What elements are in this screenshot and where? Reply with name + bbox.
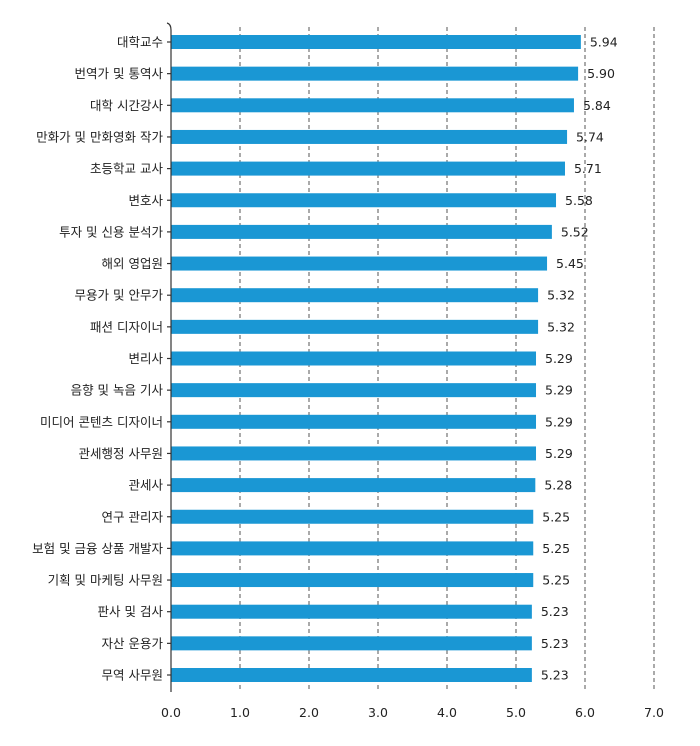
bar	[171, 636, 532, 651]
x-tick-label: 6.0	[575, 705, 595, 720]
category-label: 만화가 및 만화영화 작가	[36, 129, 163, 144]
bar	[171, 98, 574, 113]
bar	[171, 319, 539, 334]
value-label: 5.52	[561, 224, 589, 239]
category-label: 기획 및 마케팅 사무원	[48, 573, 163, 588]
x-tick-label: 5.0	[506, 705, 526, 720]
labels: 0.0 1.0 2.0 3.0 4.0 5.0 6.0 7.0 대학교수 5.94 번역가 및 통역…	[32, 35, 664, 721]
category-label: 미디어 콘텐츠 디자이너	[40, 414, 163, 429]
category-label: 보험 및 금융 상품 개발자	[32, 541, 163, 556]
value-label: 5.90	[587, 66, 615, 81]
category-label: 무역 사무원	[102, 668, 163, 683]
y-axis-line	[166, 22, 172, 692]
value-label: 5.29	[545, 446, 573, 461]
bar	[171, 351, 537, 366]
bar	[171, 541, 534, 556]
category-label: 해외 영업원	[102, 256, 163, 271]
category-label: 자산 운용가	[102, 636, 164, 651]
value-label: 5.74	[576, 129, 604, 144]
category-label: 음향 및 녹음 기사	[71, 383, 164, 398]
value-label: 5.25	[542, 509, 570, 524]
category-label: 패션 디자이너	[90, 319, 163, 334]
category-label: 대학교수	[117, 35, 163, 50]
bar	[171, 604, 532, 619]
value-label: 5.58	[565, 193, 593, 208]
category-label: 판사 및 검사	[98, 604, 164, 619]
bars	[171, 35, 581, 682]
value-label: 5.28	[544, 478, 572, 493]
category-label: 투자 및 신용 분석가	[59, 224, 163, 239]
bar	[171, 446, 537, 461]
value-label: 5.84	[583, 98, 611, 113]
value-label: 5.29	[545, 414, 573, 429]
category-label: 무용가 및 안무가	[75, 288, 164, 303]
value-label: 5.25	[542, 573, 570, 588]
bar	[171, 224, 552, 239]
value-label: 5.32	[547, 288, 575, 303]
bar	[171, 668, 532, 682]
x-tick-label: 3.0	[368, 705, 388, 720]
category-label: 번역가 및 통역사	[75, 66, 164, 81]
bar	[171, 573, 534, 588]
bar	[171, 66, 579, 81]
category-label: 변호사	[128, 193, 163, 208]
bar	[171, 478, 536, 493]
value-label: 5.23	[541, 668, 569, 683]
bar	[171, 193, 557, 208]
value-label: 5.71	[574, 161, 602, 176]
category-label: 변리사	[128, 351, 163, 366]
category-label: 관세사	[128, 478, 163, 493]
x-tick-label: 7.0	[644, 705, 664, 720]
x-tick-label: 4.0	[437, 705, 457, 720]
bar	[171, 509, 534, 524]
value-label: 5.23	[541, 636, 569, 651]
value-label: 5.23	[541, 604, 569, 619]
value-label: 5.94	[590, 35, 618, 50]
value-label: 5.45	[556, 256, 584, 271]
bar	[171, 414, 537, 429]
bar	[171, 256, 548, 271]
y-axis	[166, 22, 172, 692]
x-tick-label: 1.0	[230, 705, 250, 720]
value-label: 5.25	[542, 541, 570, 556]
bar	[171, 288, 539, 303]
x-tick-label: 2.0	[299, 705, 319, 720]
value-label: 5.29	[545, 351, 573, 366]
x-tick-label: 0.0	[161, 705, 181, 720]
bar	[171, 383, 537, 398]
bar	[171, 129, 568, 144]
category-label: 관세행정 사무원	[79, 446, 163, 461]
bar	[171, 161, 565, 176]
value-label: 5.29	[545, 383, 573, 398]
category-label: 연구 관리자	[102, 509, 164, 524]
category-label: 초등학교 교사	[90, 161, 163, 176]
bar	[171, 35, 581, 49]
value-label: 5.32	[547, 319, 575, 334]
category-label: 대학 시간강사	[90, 98, 163, 113]
